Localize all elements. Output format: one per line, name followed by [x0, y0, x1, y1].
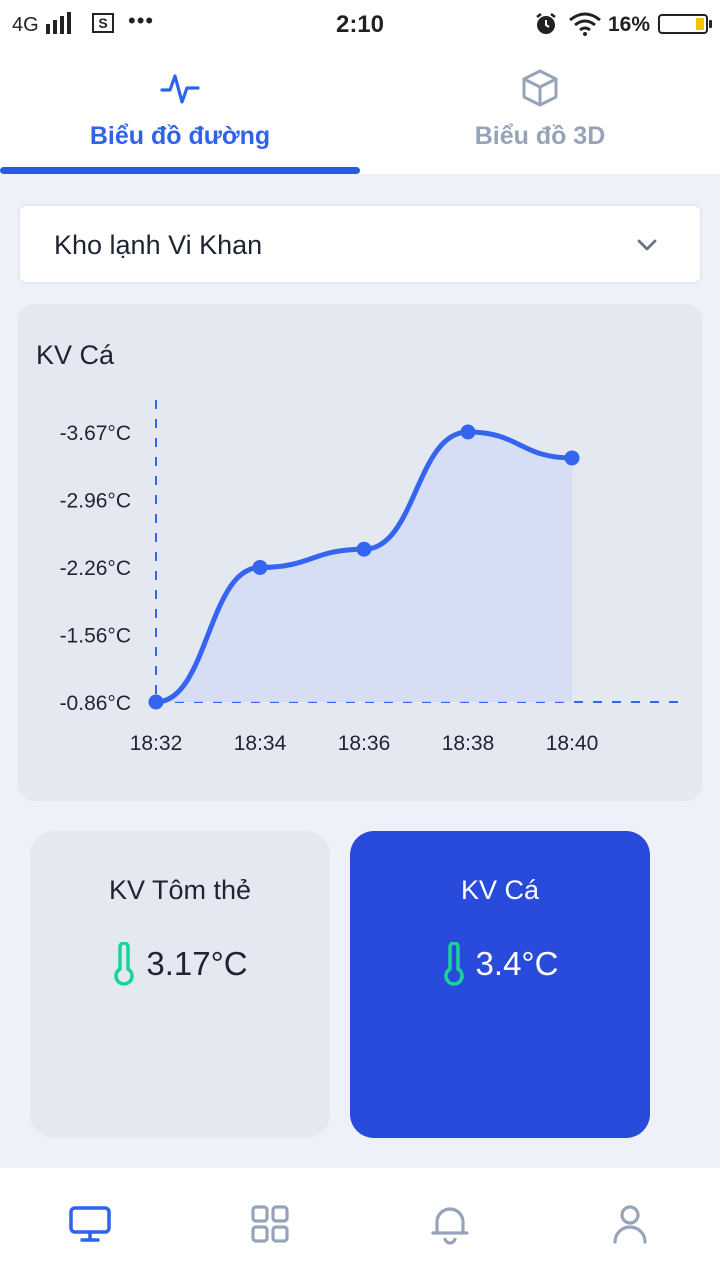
y-tick-label: -3.67°C — [60, 422, 131, 445]
y-tick-label: -2.26°C — [60, 557, 131, 580]
tab-label: Biểu đồ 3D — [474, 122, 606, 150]
battery-percent: 16% — [608, 13, 651, 36]
tab-3d-chart[interactable]: Biểu đồ 3D — [360, 50, 720, 174]
area-fill — [156, 432, 572, 702]
warehouse-select[interactable]: Kho lạnh Vi Khan — [18, 204, 702, 284]
line-chart-icon — [160, 74, 200, 104]
tab-label: Biểu đồ đường — [89, 122, 271, 150]
sim-icon: S — [92, 13, 114, 33]
line-chart: -3.67°C -2.96°C -2.26°C -1.56°C -0.86°C 18:3… — [60, 400, 678, 755]
thermometer-icon — [443, 942, 464, 986]
active-tab-indicator — [0, 167, 360, 174]
x-tick-label: 18:32 — [130, 732, 183, 755]
more-dots-icon: ••• — [128, 8, 155, 33]
cube-icon — [522, 69, 558, 107]
tab-line-chart[interactable]: Biểu đồ đường — [0, 50, 360, 174]
user-icon[interactable] — [608, 1202, 652, 1246]
zone-card-ca[interactable]: KV Cá 3.4°C — [350, 831, 650, 1138]
data-point[interactable] — [148, 694, 164, 710]
zone-reading: 3.17°C — [30, 941, 330, 987]
signal-icon — [46, 12, 71, 34]
wifi-icon — [569, 12, 601, 36]
x-tick-label: 18:40 — [546, 732, 599, 755]
thermometer-icon — [114, 942, 135, 986]
zone-temp: 3.17°C — [146, 945, 248, 982]
clock: 2:10 — [335, 11, 385, 38]
y-tick-label: -0.86°C — [60, 692, 131, 715]
zone-card-tom-the[interactable]: KV Tôm thẻ 3.17°C — [30, 831, 330, 1138]
bell-icon[interactable] — [428, 1202, 472, 1246]
chart-tabs: Biểu đồ đường Biểu đồ 3D — [0, 50, 720, 174]
zone-name: KV Cá — [460, 875, 540, 905]
data-point[interactable] — [252, 559, 268, 575]
alarm-icon — [536, 13, 556, 34]
data-point[interactable] — [356, 541, 372, 557]
data-point[interactable] — [564, 450, 580, 466]
battery-icon — [658, 14, 712, 34]
chart-card: KV Cá -3.67°C -2.96°C -2.26°C -1.56°C -0.86°… — [18, 304, 702, 801]
grid-icon[interactable] — [248, 1202, 292, 1246]
y-tick-label: -1.56°C — [60, 625, 131, 648]
zone-temp: 3.4°C — [475, 945, 559, 982]
monitor-icon[interactable] — [68, 1202, 112, 1246]
selected-warehouse: Kho lạnh Vi Khan — [54, 230, 263, 260]
bottom-nav — [0, 1168, 720, 1280]
chart-title: KV Cá — [36, 340, 115, 370]
chevron-down-icon — [637, 239, 657, 251]
x-tick-label: 18:34 — [234, 732, 287, 755]
network-type: 4G — [12, 14, 39, 36]
status-bar: 4G S ••• 2:10 16% — [0, 0, 720, 50]
data-point[interactable] — [460, 424, 476, 440]
x-tick-label: 18:36 — [338, 732, 391, 755]
zone-name: KV Tôm thẻ — [108, 875, 252, 905]
zone-reading: 3.4°C — [350, 941, 650, 987]
y-tick-label: -2.96°C — [60, 490, 131, 513]
x-tick-label: 18:38 — [442, 732, 495, 755]
